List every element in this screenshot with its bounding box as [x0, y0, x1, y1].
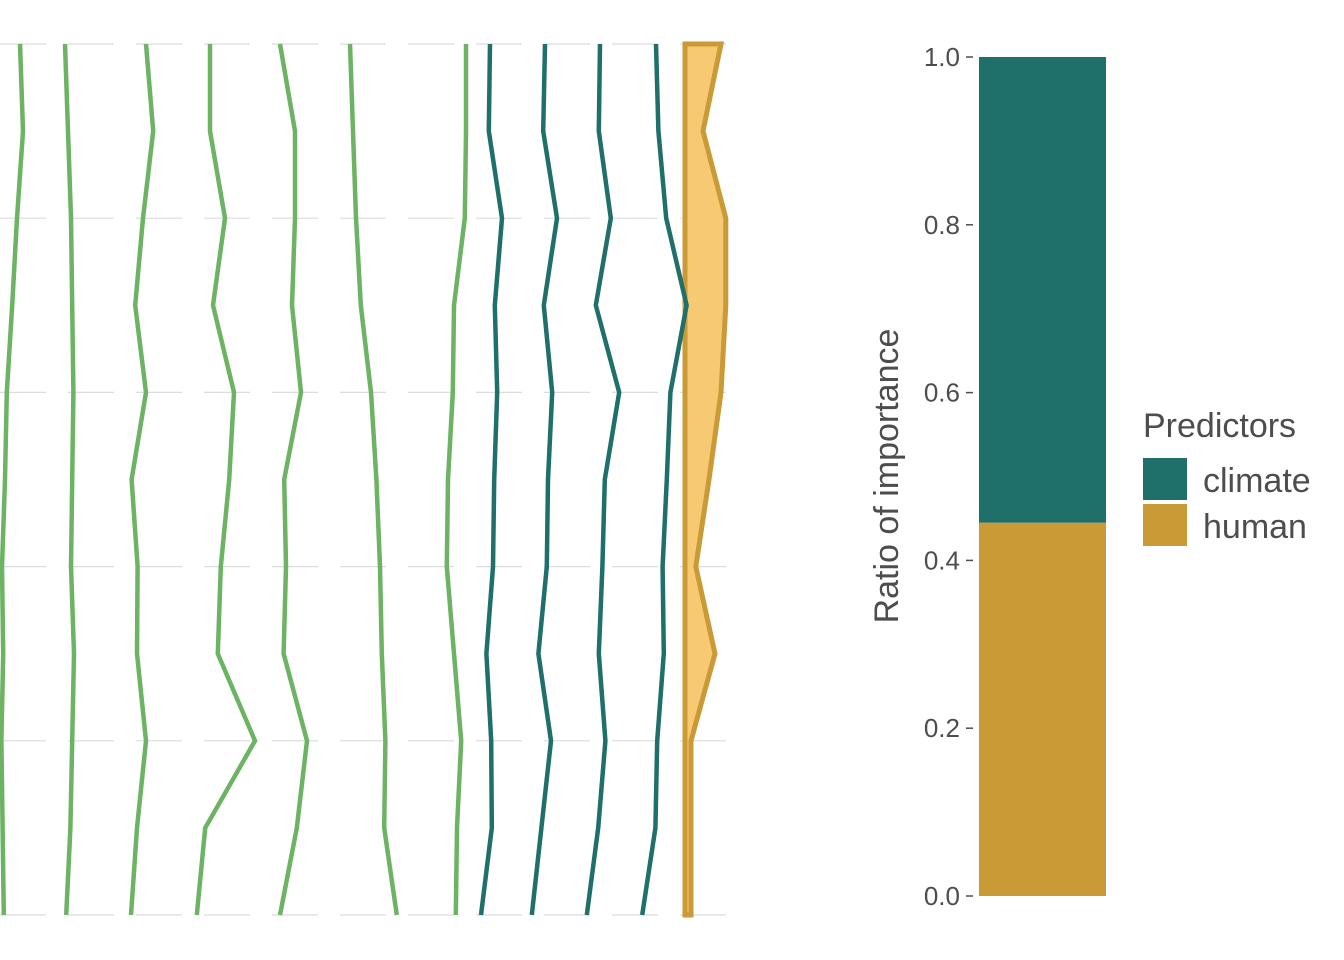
human-importance-band: [682, 41, 729, 918]
legend-title: Predictors: [1143, 407, 1296, 445]
vegetation-series-line: [347, 43, 400, 916]
y-tick-label: 1.0: [924, 42, 960, 72]
human-band-area: [682, 41, 729, 918]
vegetation-series-line: [62, 43, 77, 916]
y-axis-title: Ratio of importance: [868, 329, 906, 624]
legend-label-human: human: [1203, 508, 1307, 546]
legend-entries: climate human: [1143, 458, 1311, 546]
left-line-panel: [0, 41, 734, 918]
legend-key-climate: [1143, 458, 1187, 500]
predictor-lines: [0, 43, 689, 916]
right-bar-panel: 0.0 0.2 0.4 0.6 0.8 1.0 Ratio of importance: [868, 42, 1106, 911]
legend: Predictors climate human: [1143, 407, 1311, 546]
y-tick-label: 0.2: [924, 713, 960, 743]
legend-key-human: [1143, 504, 1187, 546]
y-axis: 0.0 0.2 0.4 0.6 0.8 1.0: [924, 42, 973, 911]
vegetation-series-line: [194, 44, 258, 916]
legend-label-climate: climate: [1203, 462, 1311, 500]
y-tick-label: 0.0: [924, 881, 960, 911]
climate-series-line: [584, 43, 622, 916]
climate-series-line: [478, 43, 505, 916]
bar-segment-human: [979, 522, 1106, 896]
y-tick-label: 0.6: [924, 378, 960, 408]
vegetation-series-line: [277, 43, 310, 916]
vegetation-series-line: [128, 43, 156, 916]
left-panel-gridlines: [0, 43, 734, 916]
vegetation-series-line: [0, 43, 26, 916]
bar-segment-climate: [979, 57, 1106, 523]
stacked-bar: [979, 57, 1106, 896]
y-tick-label: 0.8: [924, 210, 960, 240]
climate-series-line: [529, 43, 560, 916]
y-tick-label: 0.4: [924, 545, 960, 575]
climate-series-line: [639, 43, 689, 916]
vegetation-series-line: [444, 44, 469, 916]
